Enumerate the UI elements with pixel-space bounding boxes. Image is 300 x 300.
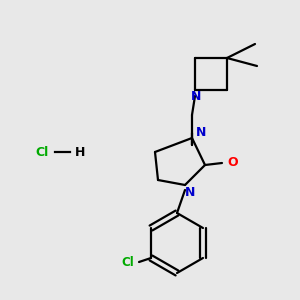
Text: N: N — [185, 187, 195, 200]
Text: O: O — [228, 157, 238, 169]
Text: H: H — [75, 146, 85, 158]
Text: Cl: Cl — [122, 256, 134, 268]
Text: N: N — [191, 91, 201, 103]
Text: N: N — [196, 127, 206, 140]
Text: Cl: Cl — [35, 146, 49, 158]
